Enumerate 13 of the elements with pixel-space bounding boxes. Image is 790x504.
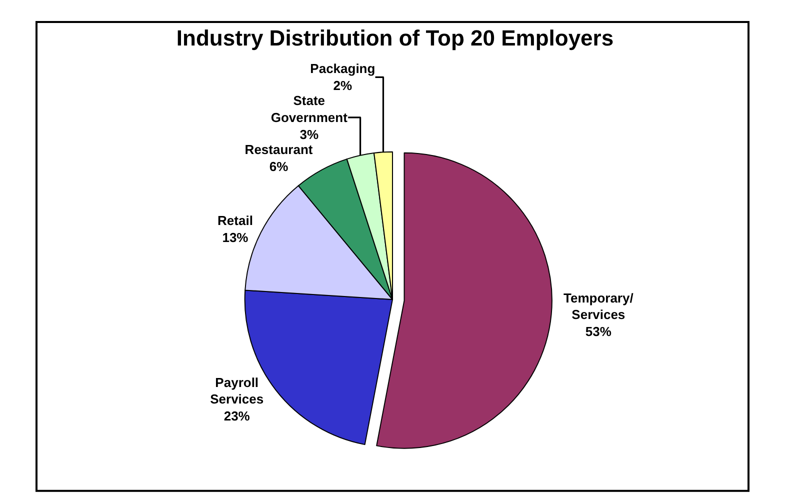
- slice-label: Retail: [218, 213, 253, 228]
- data-label: 3%: [300, 126, 319, 142]
- slice-label: Restaurant: [244, 142, 314, 157]
- slice-label: State Government: [270, 93, 348, 125]
- data-label: 53%: [585, 324, 612, 340]
- data-label: 23%: [224, 408, 250, 424]
- data-label: 13%: [222, 230, 249, 246]
- slice-label: Payroll Services: [210, 374, 264, 407]
- chart-title: Industry Distribution of Top 20 Employers: [176, 26, 614, 51]
- data-label: 2%: [333, 78, 353, 94]
- data-label: 6%: [269, 158, 289, 174]
- slice-label: Packaging: [310, 61, 376, 76]
- slice-label: Temporary/ Services: [563, 290, 634, 322]
